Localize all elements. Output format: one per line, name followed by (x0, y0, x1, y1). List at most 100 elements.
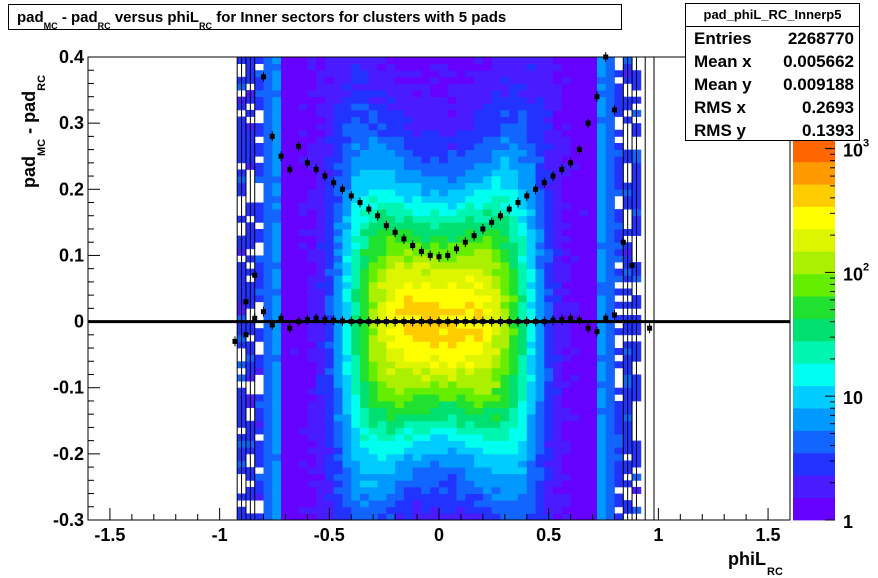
heatmap-cell (570, 513, 580, 520)
heatmap-cell (482, 57, 493, 65)
heatmap-cell (588, 142, 598, 150)
x-tick-label: -0.5 (314, 525, 345, 545)
heatmap-cell (377, 242, 387, 250)
heatmap-cell (289, 334, 299, 342)
heatmap-cell (570, 136, 580, 144)
heatmap-cell (588, 255, 598, 263)
heatmap-cell (316, 215, 326, 223)
heatmap-cell (430, 500, 440, 508)
heatmap-cell (421, 109, 431, 117)
heatmap-cell (588, 103, 598, 111)
heatmap-cell (447, 281, 457, 289)
heatmap-cell (360, 275, 370, 283)
heatmap-cell (535, 328, 545, 336)
heatmap-cell (482, 394, 493, 402)
heatmap-cell (377, 473, 387, 481)
heatmap-cell (491, 281, 501, 289)
heatmap-cell (544, 348, 554, 356)
heatmap-cell (570, 209, 580, 217)
heatmap-cell (596, 374, 607, 382)
heatmap-cell (509, 63, 519, 71)
stats-key: Entries (694, 29, 752, 48)
heatmap-cell (517, 328, 528, 336)
heatmap-cell (298, 434, 308, 442)
heatmap-cell (491, 493, 501, 501)
heatmap-cell (395, 381, 405, 389)
heatmap-cell (465, 103, 475, 111)
heatmap-cell (395, 400, 405, 408)
heatmap-cell (456, 195, 466, 203)
heatmap-cell (509, 156, 519, 164)
heatmap-cell (289, 136, 299, 144)
heatmap-cell (509, 453, 519, 461)
heatmap-cell (544, 116, 554, 124)
heatmap-cell (289, 189, 299, 197)
heatmap-cell (596, 394, 607, 402)
heatmap-cell (517, 109, 528, 117)
heatmap-cell (439, 63, 449, 71)
heatmap-cell (342, 486, 352, 494)
heatmap-cell (377, 57, 387, 65)
heatmap-cell (386, 63, 396, 71)
heatmap-cell (535, 480, 545, 488)
heatmap-cell (342, 314, 352, 322)
heatmap-cell (614, 467, 624, 475)
heatmap-cell (281, 414, 291, 422)
heatmap-cell (368, 434, 378, 442)
heatmap-cell (447, 248, 457, 256)
heatmap-cell (535, 176, 545, 184)
heatmap-cell (412, 414, 422, 422)
y-axis: -0.3-0.2-0.100.10.20.30.4 (53, 47, 100, 530)
heatmap-cell (263, 96, 273, 104)
heatmap-cell (307, 195, 317, 203)
heatmap-cell (491, 341, 501, 349)
heatmap-cell (412, 109, 422, 117)
heatmap-cell (605, 486, 615, 494)
heatmap-cell (342, 334, 352, 342)
heatmap-cell (605, 453, 615, 461)
heatmap-cell (263, 57, 273, 65)
heatmap-cell (289, 341, 299, 349)
heatmap-cell (395, 314, 405, 322)
heatmap-cell (526, 255, 536, 263)
heatmap-cell (482, 275, 493, 283)
heatmap-cell (368, 215, 378, 223)
heatmap-cell (289, 407, 299, 415)
heatmap-cell (465, 453, 475, 461)
heatmap-cell (561, 440, 572, 448)
heatmap-cell (298, 473, 308, 481)
heatmap-cell (342, 414, 352, 422)
heatmap-cell (588, 109, 598, 117)
heatmap-cell (421, 169, 431, 177)
heatmap-cell (298, 414, 308, 422)
palette-swatch (793, 340, 835, 364)
heatmap-cell (412, 288, 422, 296)
heatmap-cell (289, 109, 299, 117)
heatmap-cell (526, 202, 536, 210)
heatmap-cell (570, 169, 580, 177)
heatmap-cell (281, 314, 291, 322)
heatmap-cell (439, 142, 449, 150)
heatmap-cell (465, 169, 475, 177)
heatmap-cell (465, 215, 475, 223)
heatmap-cell (517, 156, 528, 164)
heatmap-cell (491, 334, 501, 342)
heatmap-cell (263, 440, 273, 448)
heatmap-cell (263, 83, 273, 91)
heatmap-cell (377, 162, 387, 170)
heatmap-cell (395, 255, 405, 263)
heatmap-cell (272, 169, 282, 177)
heatmap-cell (535, 169, 545, 177)
heatmap-cell (500, 169, 510, 177)
heatmap-cell (351, 268, 361, 276)
heatmap-cell (509, 361, 519, 369)
heatmap-cell (526, 328, 536, 336)
heatmap-cell (254, 361, 264, 369)
heatmap-cell (579, 149, 589, 157)
heatmap-cell (447, 109, 457, 117)
heatmap-cell (386, 235, 396, 243)
heatmap-cell (526, 301, 536, 309)
heatmap-cell (526, 83, 536, 91)
heatmap-cell (360, 90, 370, 98)
heatmap-cell (517, 381, 528, 389)
